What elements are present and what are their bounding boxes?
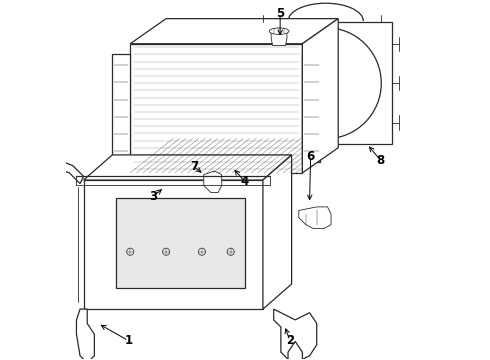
Polygon shape [302,54,320,162]
Ellipse shape [269,28,289,35]
Polygon shape [299,207,331,228]
Polygon shape [130,19,338,44]
Text: 6: 6 [307,150,315,163]
Polygon shape [84,155,292,180]
Polygon shape [252,22,392,144]
Text: 5: 5 [276,7,284,20]
Polygon shape [274,309,317,359]
Polygon shape [271,31,287,45]
Polygon shape [76,309,95,360]
Polygon shape [51,158,84,184]
Polygon shape [112,54,130,162]
Polygon shape [263,155,292,309]
Text: 4: 4 [241,175,249,188]
Text: 3: 3 [149,190,158,203]
Text: 7: 7 [190,160,198,173]
Polygon shape [116,198,245,288]
Text: 2: 2 [286,334,294,347]
Polygon shape [302,19,338,173]
Polygon shape [130,44,302,173]
Text: 1: 1 [124,334,132,347]
Polygon shape [204,171,221,193]
Text: 8: 8 [376,154,385,167]
Polygon shape [84,180,263,309]
